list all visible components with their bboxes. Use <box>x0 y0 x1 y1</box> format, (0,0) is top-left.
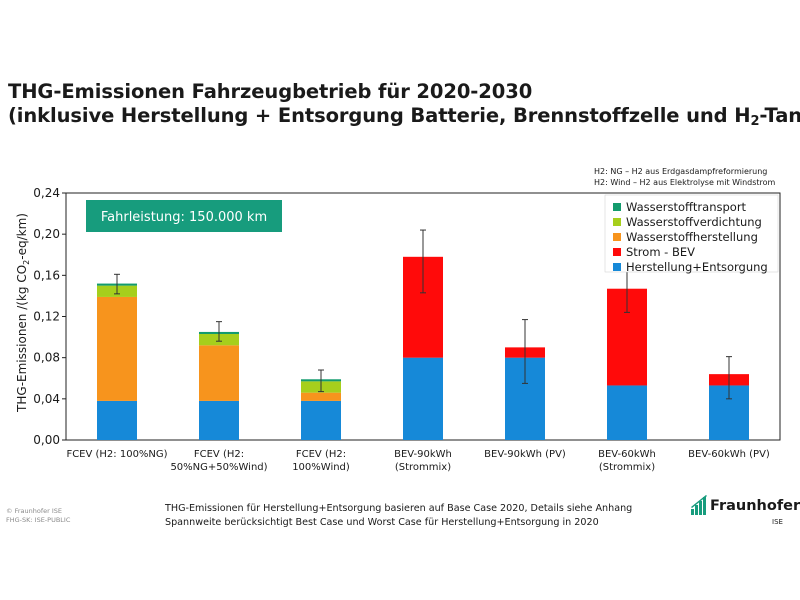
bar-segment-herstellung <box>97 400 137 440</box>
y-tick-label: 0,08 <box>33 351 60 365</box>
h2-definitions-note: H2: NG – H2 aus Erdgasdampfreformierung … <box>594 166 775 188</box>
legend-label: Wasserstofftransport <box>626 200 747 214</box>
y-tick-label: 0,16 <box>33 268 60 282</box>
mileage-badge <box>86 200 282 232</box>
x-category-label: BEV-60kWh (Strommix) <box>598 449 656 473</box>
fraunhofer-logo-icon <box>691 495 707 515</box>
footer-meta: © Fraunhofer ISE FHG-SK: ISE-PUBLIC <box>6 507 70 525</box>
legend-label: Wasserstoffverdichtung <box>626 215 762 229</box>
x-category-label: FCEV (H2: 50%NG+50%Wind) <box>170 449 267 473</box>
y-axis-label: THG-Emissionen /(kg CO2-eq/km) <box>15 213 31 413</box>
title-line2-sub: 2 <box>750 114 760 129</box>
logo-name: Fraunhofer <box>710 498 800 514</box>
y-tick-label: 0,24 <box>33 186 60 200</box>
title-line1: THG-Emissionen Fahrzeugbetrieb für 2020-… <box>8 80 533 103</box>
bar-segment-herstellung <box>301 400 341 440</box>
bar-segment-h2_herstellung <box>199 345 239 401</box>
bar-segment-herstellung <box>199 400 239 440</box>
title-line2-text: (inklusive Herstellung + Entsorgung Batt… <box>8 104 751 127</box>
y-tick-label: 0,20 <box>33 227 60 241</box>
x-category-label: FCEV (H2: 100%Wind) <box>292 449 350 473</box>
y-tick-label: 0,04 <box>33 392 60 406</box>
title-line2: (inklusive Herstellung + Entsorgung Batt… <box>8 104 800 134</box>
y-tick-label: 0,00 <box>33 433 60 447</box>
bar-segment-herstellung <box>607 385 647 440</box>
x-category-label: FCEV (H2: 100%NG) <box>66 449 167 460</box>
bar-segment-herstellung <box>403 357 443 440</box>
legend-label: Strom - BEV <box>626 245 695 259</box>
legend-box <box>604 194 779 273</box>
copyright-text: © Fraunhofer ISE <box>6 507 62 515</box>
x-category-label: BEV-90kWh (Strommix) <box>394 449 452 473</box>
x-category-label: BEV-90kWh (PV) <box>484 449 566 460</box>
h2-note-wind: H2: Wind – H2 aus Elektrolyse mit Windst… <box>594 178 776 187</box>
legend-label: Wasserstoffherstellung <box>626 230 758 244</box>
bar-segment-h2_herstellung <box>97 296 137 401</box>
footer-note: THG-Emissionen für Herstellung+Entsorgun… <box>165 502 632 530</box>
chart-title: THG-Emissionen Fahrzeugbetrieb für 2020-… <box>8 80 800 134</box>
mileage-badge-label: Fahrleistung: 150.000 km <box>101 210 267 225</box>
legend-swatch-h2_transport <box>613 203 621 211</box>
legend-swatch-herstellung <box>613 263 621 271</box>
title-line2-end: -Tank) <box>759 104 800 127</box>
logo-sub: ISE <box>772 518 783 526</box>
y-tick-label: 0,12 <box>33 310 60 324</box>
legend-swatch-h2_herstellung <box>613 233 621 241</box>
legend-swatch-h2_verdichtung <box>613 218 621 226</box>
h2-note-ng: H2: NG – H2 aus Erdgasdampfreformierung <box>594 167 768 176</box>
footer-note-line1: THG-Emissionen für Herstellung+Entsorgun… <box>165 503 633 514</box>
x-category-label: BEV-60kWh (PV) <box>688 449 770 460</box>
legend-label: Herstellung+Entsorgung <box>626 260 768 274</box>
footer-note-line2: Spannweite berücksichtigt Best Case und … <box>165 517 599 528</box>
bar-segment-h2_herstellung <box>301 392 341 401</box>
legend-swatch-strom <box>613 248 621 256</box>
classification-text: FHG-SK: ISE-PUBLIC <box>6 516 71 524</box>
